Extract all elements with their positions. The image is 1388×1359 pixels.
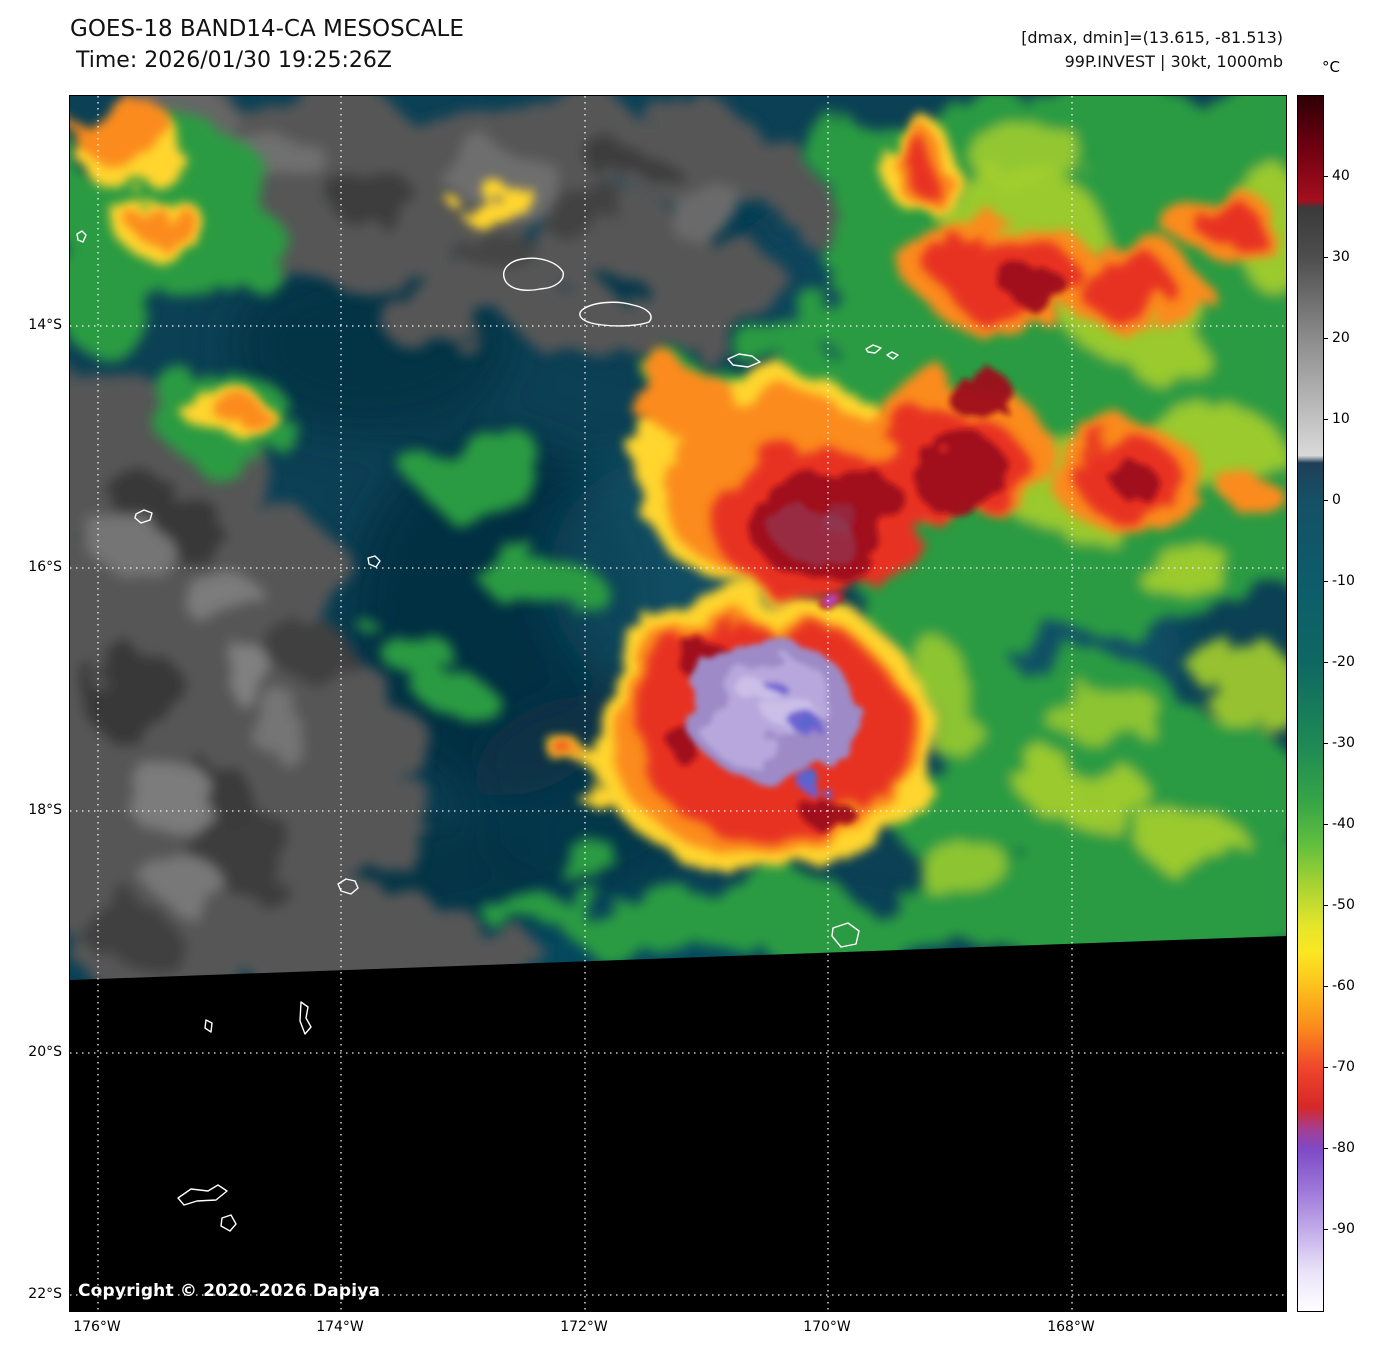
colorbar-tickmark [1323, 338, 1328, 339]
lat-label-16s: 16°S [28, 559, 62, 575]
colorbar-tickmark [1323, 176, 1328, 177]
colorbar-tick--30: -30 [1332, 735, 1355, 751]
storm-info: 99P.INVEST | 30kt, 1000mb [1064, 52, 1283, 71]
colorbar-tick--70: -70 [1332, 1059, 1355, 1075]
colorbar-tick--20: -20 [1332, 654, 1355, 670]
colorbar-tick--40: -40 [1332, 816, 1355, 832]
colorbar-tick-30: 30 [1332, 249, 1350, 265]
satellite-image-svg [70, 96, 1286, 1311]
darkred-core-layer [668, 259, 1160, 832]
colorbar-tick-0: 0 [1332, 492, 1341, 508]
colorbar-tick-20: 20 [1332, 330, 1350, 346]
lon-label-176w: 176°W [73, 1319, 121, 1335]
colorbar-tick--10: -10 [1332, 573, 1355, 589]
lon-label-172w: 172°W [560, 1319, 608, 1335]
scan-edge-no-data [70, 936, 1286, 1311]
header-info: [dmax, dmin]=(13.615, -81.513) 99P.INVES… [1021, 26, 1283, 74]
colorbar-tick-40: 40 [1332, 168, 1350, 184]
timestamp: Time: 2026/01/30 19:25:26Z [76, 48, 392, 73]
page-title: GOES-18 BAND14-CA MESOSCALE [70, 16, 464, 42]
colorbar-tickmark [1323, 419, 1328, 420]
colorbar-gradient [1297, 95, 1324, 1312]
satellite-map: Copyright © 2020-2026 Dapiya [69, 95, 1287, 1312]
copyright-text: Copyright © 2020-2026 Dapiya [78, 1281, 381, 1301]
lat-label-20s: 20°S [28, 1044, 62, 1060]
lon-label-168w: 168°W [1047, 1319, 1095, 1335]
header: GOES-18 BAND14-CA MESOSCALE Time: 2026/0… [70, 16, 464, 73]
colorbar-tickmark [1323, 662, 1328, 663]
purple-overshoot-layer [687, 502, 858, 796]
colorbar-tickmark [1323, 500, 1328, 501]
colorbar-tick-10: 10 [1332, 411, 1350, 427]
colorbar-tickmark [1323, 257, 1328, 258]
colorbar-tickmark [1323, 986, 1328, 987]
lon-label-170w: 170°W [803, 1319, 851, 1335]
lat-label-22s: 22°S [28, 1286, 62, 1302]
lat-label-18s: 18°S [28, 802, 62, 818]
colorbar-tickmark [1323, 743, 1328, 744]
dmax-dmin-readout: [dmax, dmin]=(13.615, -81.513) [1021, 28, 1283, 47]
colorbar-tickmark [1323, 1229, 1328, 1230]
colorbar-tick--90: -90 [1332, 1221, 1355, 1237]
island-outlines [76, 230, 899, 1232]
colorbar-tickmark [1323, 581, 1328, 582]
colorbar-tickmark [1323, 905, 1328, 906]
lat-label-14s: 14°S [28, 317, 62, 333]
colorbar-tick--60: -60 [1332, 978, 1355, 994]
gridlines [70, 96, 1286, 1311]
colorbar-unit-label: °C [1322, 58, 1340, 76]
colorbar-tickmark [1323, 1067, 1328, 1068]
colorbar-tick--50: -50 [1332, 897, 1355, 913]
lon-label-174w: 174°W [316, 1319, 364, 1335]
colorbar-tickmark [1323, 1148, 1328, 1149]
colorbar-tickmark [1323, 824, 1328, 825]
colorbar-tick--80: -80 [1332, 1140, 1355, 1156]
